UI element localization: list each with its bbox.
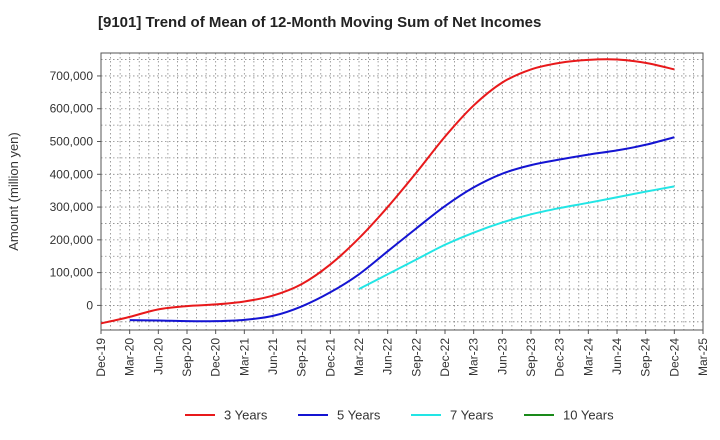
legend-label-7-years: 7 Years — [450, 408, 494, 423]
x-tick-label: Jun-23 — [495, 338, 509, 375]
y-tick-label: 0 — [86, 298, 93, 312]
y-tick-label: 700,000 — [50, 69, 94, 83]
x-axis: Dec-19 Mar-20 Jun-20 Sep-20 Dec-20 Mar-21 Jun-… — [94, 330, 710, 377]
x-tick-label: Jun-22 — [381, 338, 395, 375]
x-tick-label: Dec-21 — [323, 338, 337, 377]
x-tick-label: Mar-21 — [237, 338, 251, 376]
x-tick-label: Dec-22 — [438, 338, 452, 377]
series-line-5-years — [129, 136, 675, 323]
y-axis: 0 100,000 200,000 300,000 400,000 500,000 600,… — [50, 69, 101, 312]
x-tick-label: Jun-20 — [151, 338, 165, 375]
legend-label-3-years: 3 Years — [224, 408, 268, 423]
y-tick-label: 600,000 — [50, 102, 94, 116]
x-tick-label: Sep-24 — [639, 338, 653, 377]
y-tick-label: 200,000 — [50, 233, 94, 247]
y-tick-label: 100,000 — [50, 266, 94, 280]
x-tick-label: Dec-20 — [209, 338, 223, 377]
legend: 3 Years 5 Years 7 Years 10 Years — [185, 408, 614, 423]
x-tick-label: Dec-24 — [667, 338, 681, 377]
x-tick-label: Sep-21 — [295, 338, 309, 377]
x-tick-label: Sep-22 — [409, 338, 423, 377]
x-tick-label: Mar-23 — [467, 338, 481, 376]
series-line-7-years — [358, 185, 675, 290]
series-lines — [100, 58, 675, 325]
series-line-3-years — [100, 58, 675, 325]
legend-label-10-years: 10 Years — [563, 408, 614, 423]
x-tick-label: Mar-22 — [352, 338, 366, 376]
x-tick-label: Sep-23 — [524, 338, 538, 377]
x-tick-label: Mar-24 — [581, 338, 595, 376]
x-tick-label: Mar-25 — [696, 338, 710, 376]
plot-area — [100, 52, 704, 331]
x-tick-label: Jun-24 — [610, 338, 624, 375]
x-tick-label: Sep-20 — [180, 338, 194, 377]
chart-title: [9101] Trend of Mean of 12-Month Moving … — [98, 14, 542, 31]
y-tick-label: 400,000 — [50, 167, 94, 181]
x-tick-label: Dec-19 — [94, 338, 108, 377]
y-tick-label: 300,000 — [50, 200, 94, 214]
x-tick-label: Mar-20 — [123, 338, 137, 376]
y-axis-title: Amount (million yen) — [6, 132, 21, 251]
legend-label-5-years: 5 Years — [337, 408, 381, 423]
x-tick-label: Jun-21 — [266, 338, 280, 375]
y-tick-label: 500,000 — [50, 135, 94, 149]
x-tick-label: Dec-23 — [553, 338, 567, 377]
